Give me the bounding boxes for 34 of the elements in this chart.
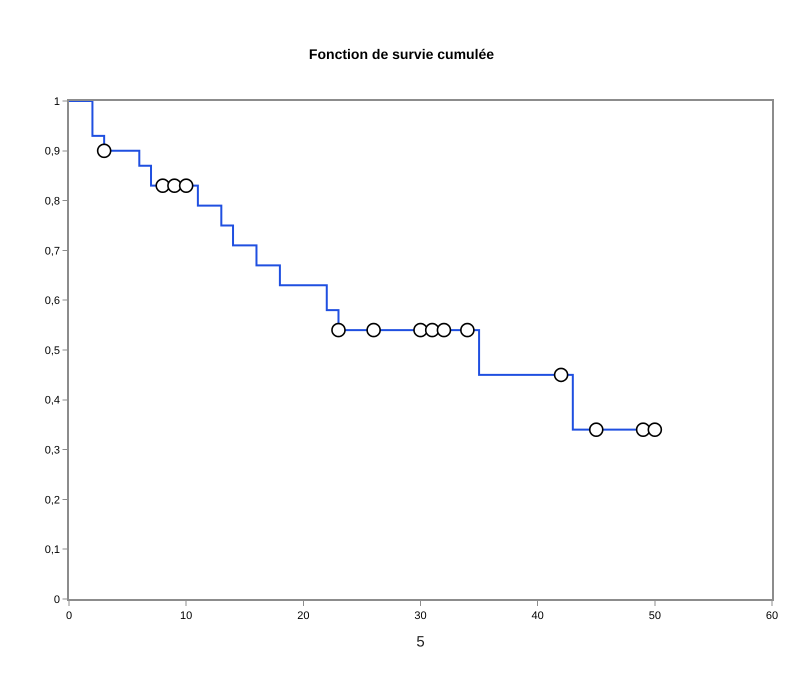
chart-title: Fonction de survie cumulée — [308, 46, 494, 62]
x-tick-label: 50 — [648, 610, 661, 622]
y-tick-label: 0,6 — [44, 295, 60, 308]
y-tick-label: 0,9 — [44, 146, 60, 158]
y-tick-label: 0 — [54, 594, 60, 606]
y-tick-label: 1 — [54, 96, 60, 108]
x-tick-label: 10 — [180, 610, 192, 622]
point — [167, 178, 182, 193]
point — [155, 178, 170, 193]
point — [460, 322, 475, 338]
point — [588, 422, 604, 437]
point — [413, 322, 428, 338]
point — [331, 322, 346, 338]
point — [554, 368, 568, 382]
point — [96, 144, 112, 158]
point — [366, 322, 381, 338]
point — [424, 322, 440, 338]
x-axis-title: 5 — [416, 633, 425, 650]
x-tick-label: 30 — [414, 610, 427, 622]
y-tick-label: 0,4 — [44, 394, 60, 407]
point — [648, 422, 662, 437]
y-tick-label: 0,7 — [44, 245, 60, 258]
point — [636, 422, 650, 437]
x-tick-label: 20 — [297, 610, 310, 622]
point — [436, 322, 452, 338]
point — [178, 178, 194, 193]
y-tick-label: 0,5 — [44, 344, 60, 357]
y-tick-label: 0,3 — [44, 444, 60, 456]
y-tick-label: 0,1 — [44, 544, 60, 556]
y-tick-label: 0,8 — [44, 195, 60, 208]
x-tick-label: 0 — [66, 610, 72, 622]
x-tick-label: 60 — [766, 610, 778, 622]
x-tick-label: 40 — [532, 610, 544, 622]
y-tick-label: 0,2 — [44, 494, 60, 506]
